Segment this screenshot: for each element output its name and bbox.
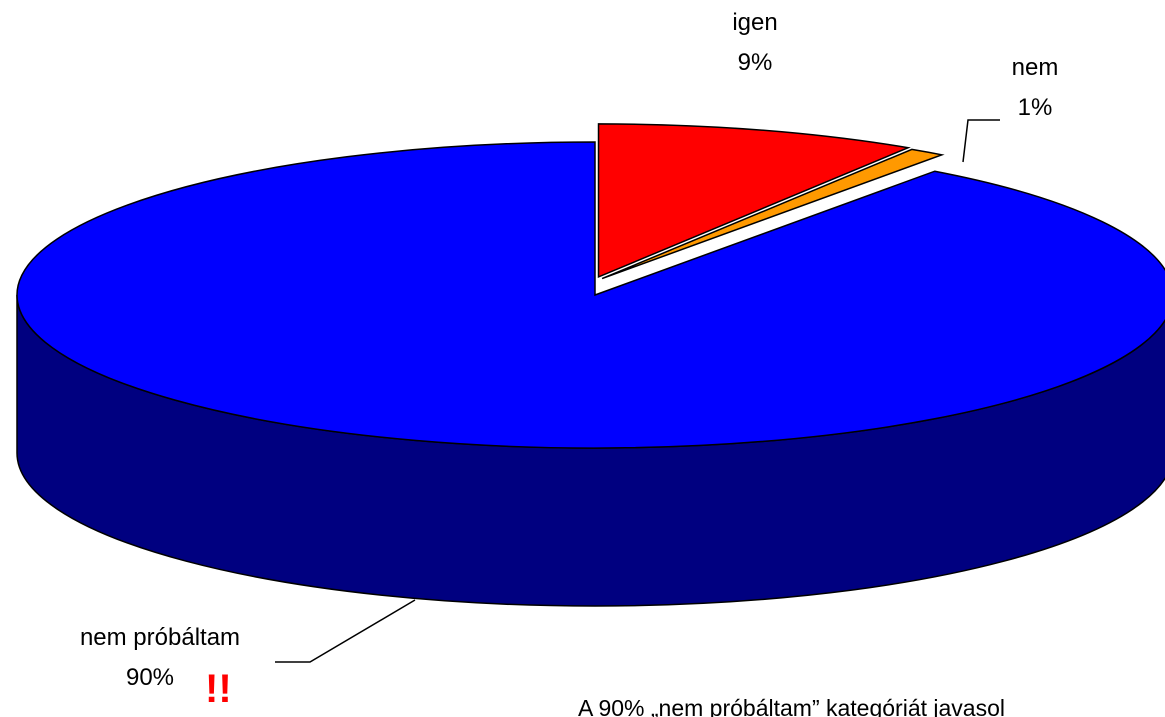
leader-line bbox=[962, 119, 1000, 163]
slice-label: nem próbáltam bbox=[80, 624, 240, 651]
slice-label: nem bbox=[1012, 54, 1059, 81]
slice bbox=[601, 148, 945, 280]
slice bbox=[16, 141, 1165, 449]
value-label: 1% bbox=[1018, 94, 1053, 121]
exclamation: !! bbox=[205, 667, 232, 711]
leader-line bbox=[275, 599, 416, 663]
value-label: 9% bbox=[738, 49, 773, 76]
footnote: A 90% „nem próbáltam” kategóriát javasol bbox=[578, 695, 1005, 717]
pie bbox=[16, 123, 1165, 607]
slice bbox=[597, 123, 911, 279]
slice-label: igen bbox=[732, 9, 777, 36]
value-label: 90% bbox=[126, 664, 174, 691]
